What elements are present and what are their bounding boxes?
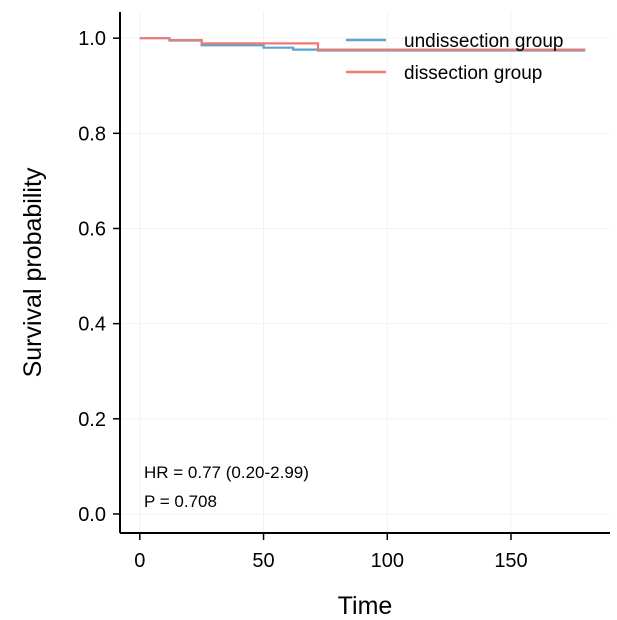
series-line-dissection [139,37,586,51]
y-tick-label: 0.8 [78,123,106,145]
x-tick-label: 150 [494,550,527,572]
legend: undissection group dissection group [346,31,564,84]
y-tick-label: 1.0 [78,28,106,50]
y-tick-label: 0.2 [78,409,106,431]
x-tick-label: 100 [371,550,404,572]
legend-label: undissection group [404,31,564,52]
y-tick-label: 0.4 [78,314,106,336]
x-axis-label: Time [338,592,393,620]
hazard-ratio-annotation: HR = 0.77 (0.20-2.99) [144,463,309,482]
p-value-annotation: P = 0.708 [144,492,217,511]
y-tick-label: 0.0 [78,504,106,526]
tick-labels: 0 50 100 150 0.0 0.2 0.4 0.6 0.8 1.0 [78,28,528,572]
grid [120,12,610,533]
series-lines [139,37,586,52]
axes [113,12,610,540]
x-tick-label: 0 [134,550,145,572]
x-tick-label: 50 [252,550,274,572]
legend-label: dissection group [404,63,542,84]
y-tick-label: 0.6 [78,218,106,240]
y-axis-label: Survival probability [19,167,47,377]
